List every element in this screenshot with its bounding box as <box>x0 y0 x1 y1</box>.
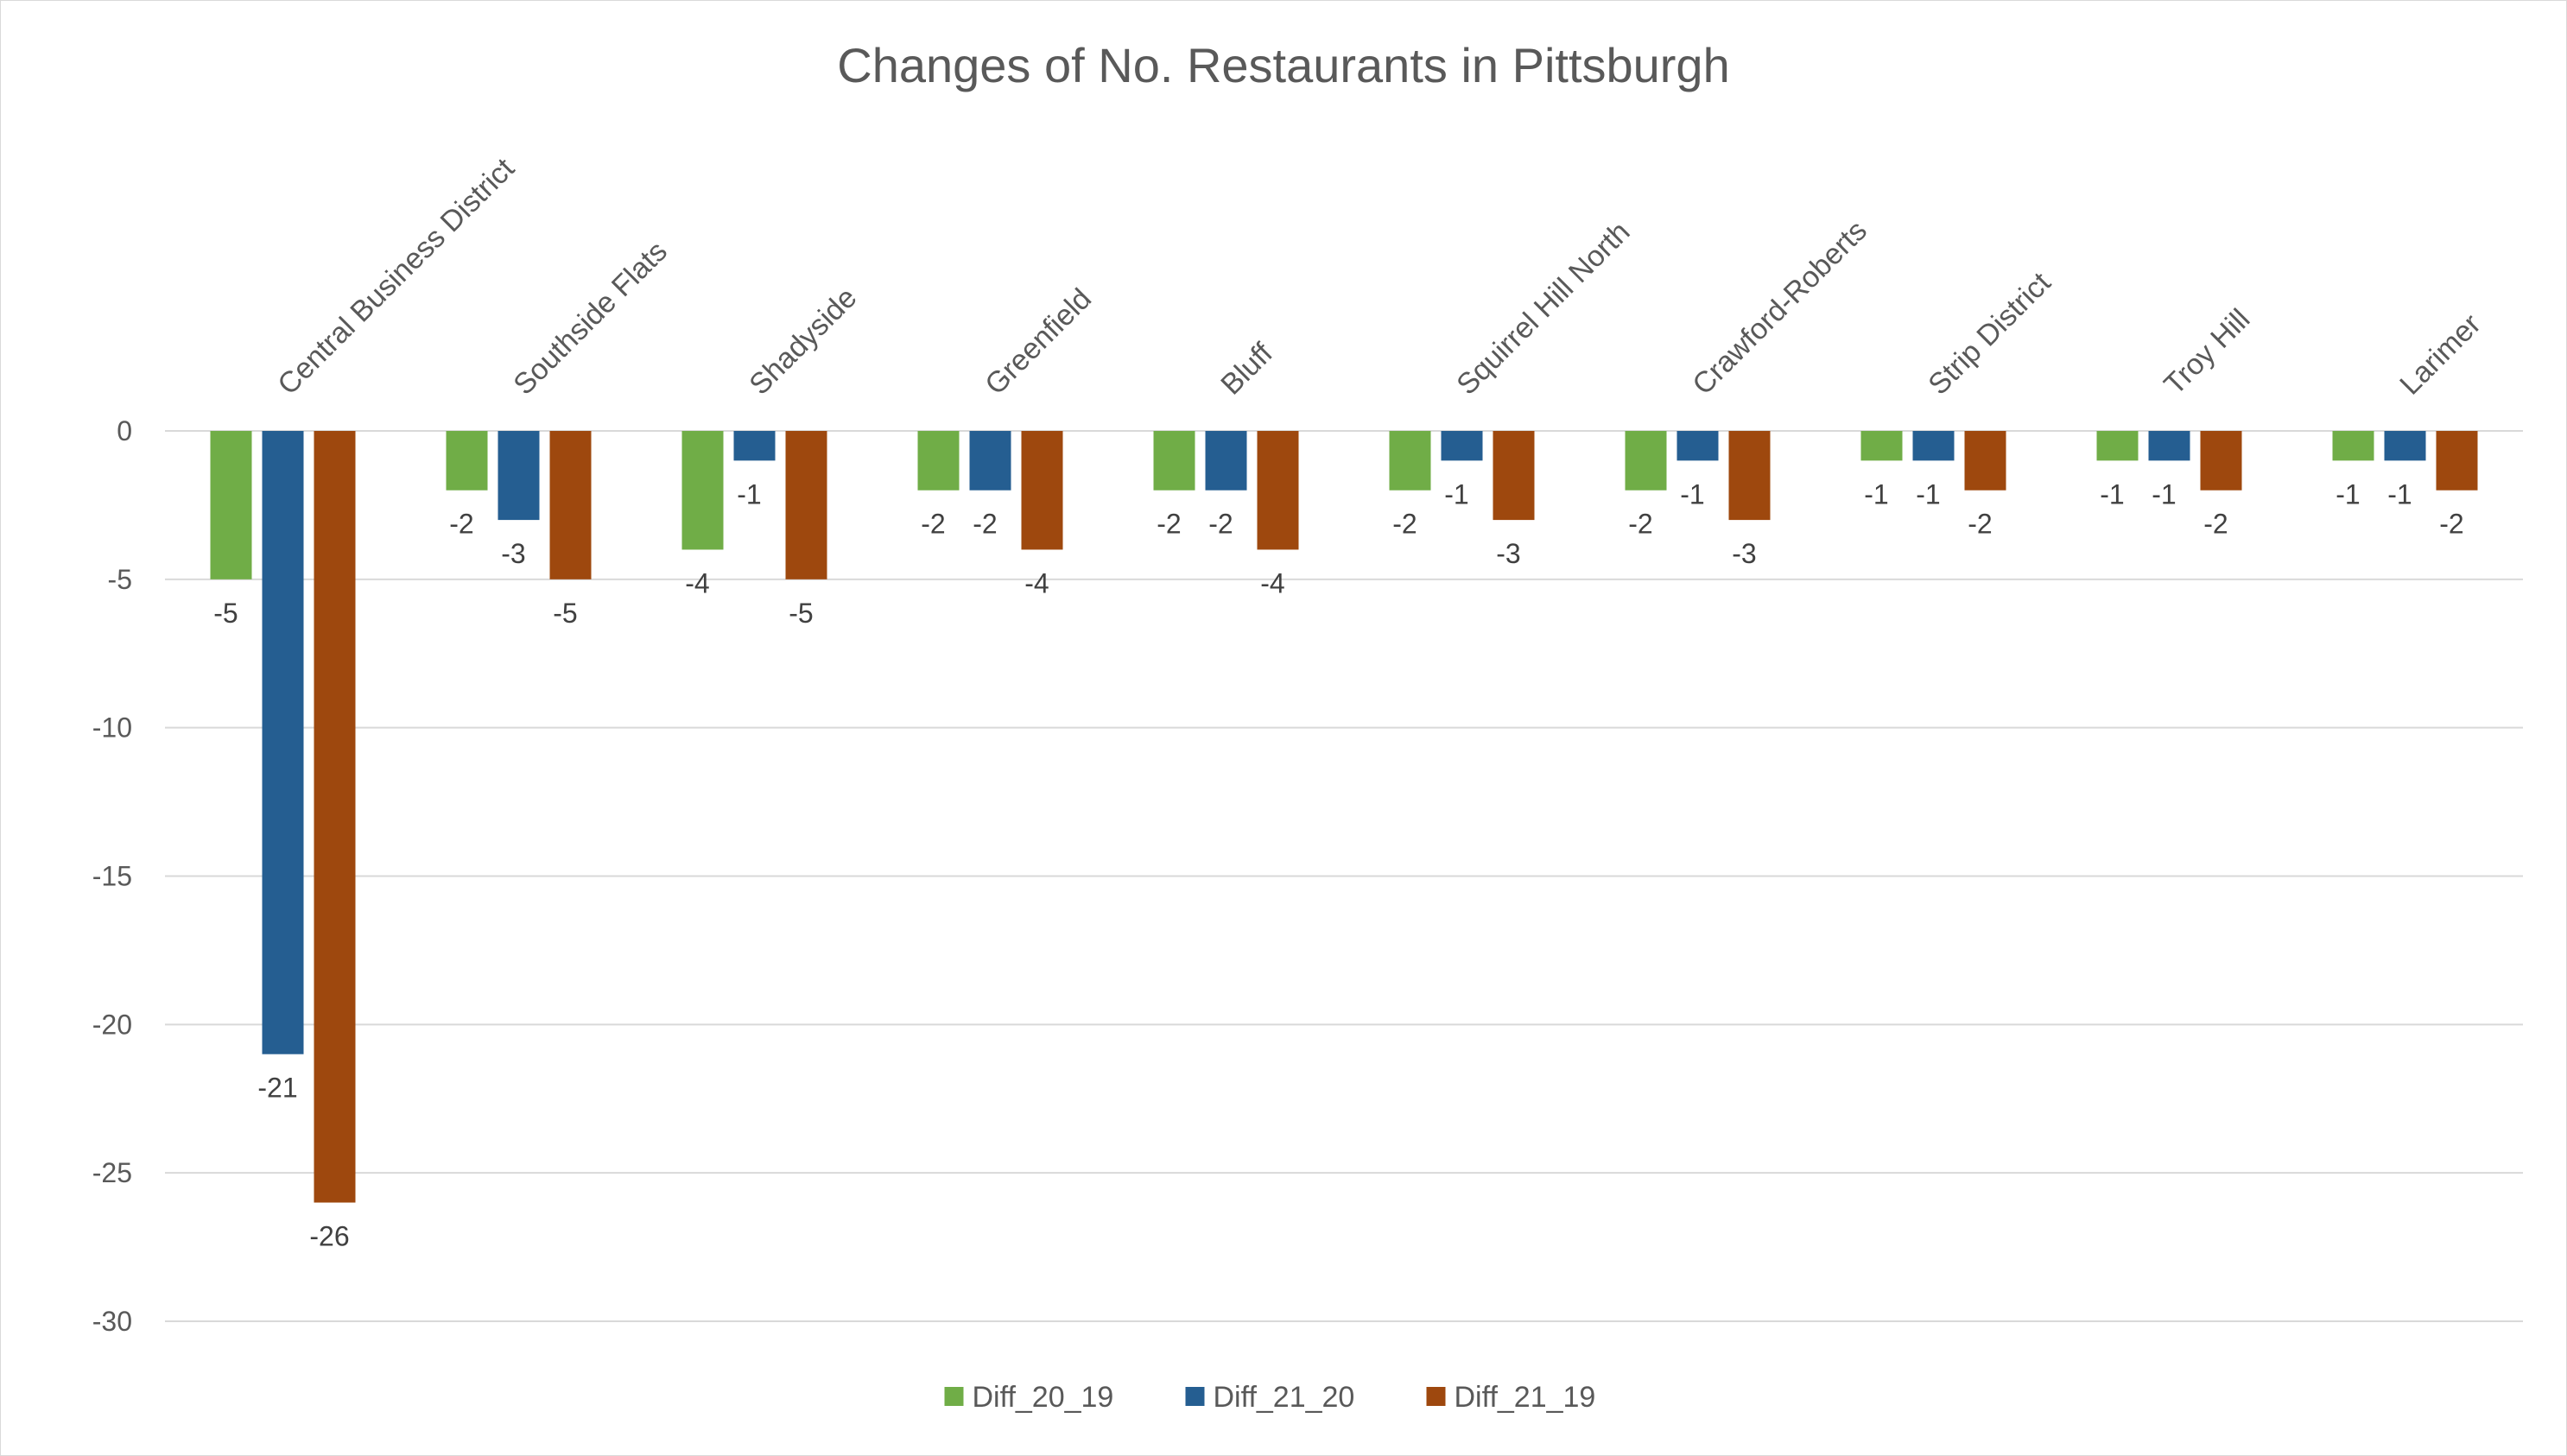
y-axis-tick-labels: 0 -5 -10 -15 -20 -25 -30 <box>92 415 132 1337</box>
y-tick-label: -25 <box>92 1157 132 1188</box>
data-label: -2 <box>1157 509 1181 540</box>
bar <box>2096 431 2139 461</box>
data-label: -5 <box>789 598 813 629</box>
bar <box>1728 431 1771 521</box>
data-label: -1 <box>2387 478 2412 510</box>
category-label: Squirrel Hill North <box>1450 215 1636 401</box>
data-label: -1 <box>1916 478 1940 510</box>
bars <box>210 431 2478 1203</box>
category-label: Central Business District <box>271 152 521 402</box>
bar <box>681 431 724 550</box>
data-label: -21 <box>257 1073 297 1104</box>
bar <box>549 431 592 579</box>
data-label: -2 <box>2439 509 2463 540</box>
y-tick-label: -10 <box>92 712 132 744</box>
data-label: -1 <box>2100 478 2124 510</box>
data-label: -2 <box>1628 509 1652 540</box>
data-label: -1 <box>1864 478 1888 510</box>
data-label: -3 <box>1732 538 1756 569</box>
bar <box>2384 431 2426 461</box>
data-label: -2 <box>1208 509 1233 540</box>
y-tick-label: -5 <box>108 564 132 595</box>
legend-swatch <box>1426 1387 1446 1406</box>
bar <box>785 431 827 579</box>
data-label: -3 <box>1496 538 1520 569</box>
data-label: -2 <box>2203 509 2228 540</box>
bar <box>446 431 488 491</box>
category-label: Greenfield <box>979 282 1098 402</box>
legend-label: Diff_21_20 <box>1214 1381 1355 1414</box>
data-label: -2 <box>973 509 997 540</box>
data-label: -5 <box>213 598 238 629</box>
bar <box>1860 431 1903 461</box>
y-tick-label: -30 <box>92 1306 132 1337</box>
y-tick-label: 0 <box>117 415 132 446</box>
category-label: Larimer <box>2393 307 2487 401</box>
y-tick-label: -20 <box>92 1009 132 1040</box>
data-label: -1 <box>2152 478 2176 510</box>
data-label: -1 <box>737 478 761 510</box>
bar <box>210 431 252 579</box>
category-label: Crawford-Roberts <box>1686 214 1873 402</box>
data-label: -5 <box>553 598 577 629</box>
bar <box>1257 431 1299 550</box>
data-label: -1 <box>2336 478 2360 510</box>
bar <box>1389 431 1431 491</box>
data-label: -2 <box>449 509 473 540</box>
category-label: Strip District <box>1922 266 2057 402</box>
bar <box>2332 431 2374 461</box>
bar <box>733 431 776 461</box>
bar <box>262 431 304 1054</box>
data-label: -3 <box>501 538 525 569</box>
data-labels: -5 -21 -26 -2 -3 -5 -4 -1 -5 -2 -2 -4 -2 -2 -4 -2 -1 -3 -2… <box>213 478 2463 1251</box>
bar <box>1964 431 2006 491</box>
bar <box>314 431 356 1203</box>
bar <box>498 431 540 521</box>
legend-swatch <box>944 1387 964 1406</box>
legend-swatch <box>1185 1387 1205 1406</box>
data-label: -1 <box>1680 478 1704 510</box>
category-label: Bluff <box>1214 337 1279 402</box>
category-label: Troy Hill <box>2158 303 2256 402</box>
bar <box>2148 431 2190 461</box>
data-label: -2 <box>1968 509 1992 540</box>
bar <box>1441 431 1483 461</box>
data-label: -4 <box>1024 567 1049 598</box>
data-label: -4 <box>685 567 709 598</box>
legend-label: Diff_21_19 <box>1455 1381 1596 1414</box>
bar <box>969 431 1011 491</box>
bar <box>1021 431 1063 550</box>
bar <box>2200 431 2242 491</box>
data-label: -2 <box>1392 509 1417 540</box>
bar <box>1493 431 1535 521</box>
bar <box>2436 431 2478 491</box>
legend-label: Diff_20_19 <box>973 1381 1114 1414</box>
data-label: -2 <box>921 509 945 540</box>
legend: Diff_20_19 Diff_21_20 Diff_21_19 <box>944 1381 1596 1414</box>
chart-title: Changes of No. Restaurants in Pittsburgh <box>837 38 1729 92</box>
bar <box>1676 431 1719 461</box>
category-label: Southside Flats <box>507 235 674 402</box>
bar <box>917 431 960 491</box>
bar <box>1625 431 1667 491</box>
y-tick-label: -15 <box>92 861 132 892</box>
category-label: Shadyside <box>743 282 863 402</box>
bar <box>1205 431 1247 491</box>
data-label: -1 <box>1444 478 1468 510</box>
bar <box>1912 431 1955 461</box>
data-label: -26 <box>309 1221 349 1252</box>
data-label: -4 <box>1260 567 1284 598</box>
bar <box>1153 431 1195 491</box>
